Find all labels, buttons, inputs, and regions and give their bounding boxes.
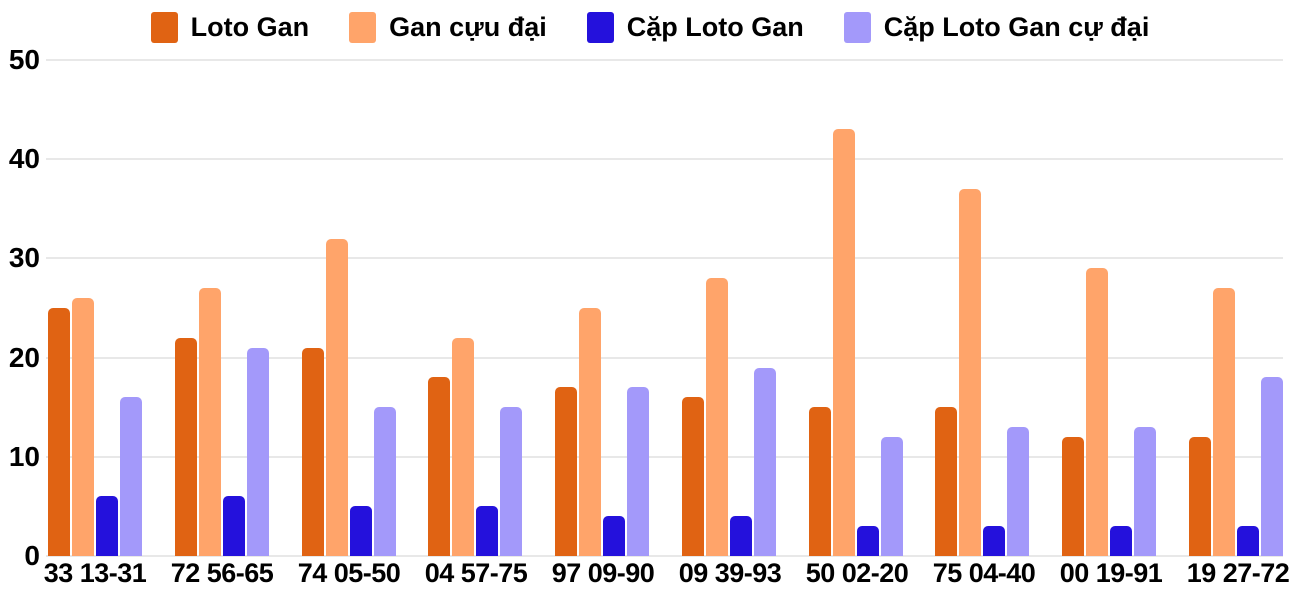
y-tick-label: 50 (8, 44, 40, 75)
bar-series-0-group-8 (1062, 436, 1085, 556)
legend-label: Gan cựu đại (389, 11, 547, 42)
bar-series-2-group-0 (96, 496, 118, 556)
gridline-y-50 (46, 59, 1283, 61)
bar-series-2-group-6 (856, 526, 879, 556)
legend-item-series-0[interactable]: Loto Gan (150, 11, 310, 43)
bar-group-5 (681, 60, 776, 556)
y-tick-label: 30 (8, 242, 40, 274)
bar-series-1-group-8 (1086, 268, 1109, 556)
gridline-y-0 (46, 555, 1283, 557)
bar-series-2-group-4 (603, 516, 626, 556)
gridline-y-10 (46, 455, 1283, 458)
bar-group-2 (301, 60, 396, 556)
legend-label: Cặp Loto Gan (626, 11, 804, 42)
bar-series-0-group-9 (1188, 436, 1211, 556)
bar-series-2-group-5 (729, 516, 752, 556)
y-tick-label: 20 (8, 341, 40, 373)
bar-series-3-group-2 (373, 407, 396, 556)
bar-series-0-group-5 (681, 397, 704, 556)
x-category-label: 19 27-72 (1186, 558, 1290, 588)
legend-swatch-icon (150, 11, 178, 43)
y-tick-label: 40 (8, 143, 40, 175)
x-category-label: 72 56-65 (170, 558, 274, 588)
bar-series-1-group-3 (452, 337, 475, 556)
y-tick-label: 10 (8, 440, 40, 472)
bar-series-2-group-7 (983, 526, 1006, 556)
y-axis: 0 10 20 30 40 50 (0, 0, 40, 600)
gridline-y-20 (46, 356, 1283, 359)
bar-series-3-group-3 (500, 407, 523, 556)
bar-series-3-group-4 (627, 387, 650, 556)
bar-series-0-group-6 (808, 407, 831, 556)
bar-series-2-group-8 (1110, 526, 1133, 556)
x-category-label: 33 13-31 (43, 558, 147, 588)
bar-series-1-group-4 (579, 308, 602, 556)
bar-series-2-group-2 (349, 506, 372, 556)
bar-series-1-group-2 (325, 238, 348, 556)
bar-series-3-group-7 (1007, 427, 1030, 556)
bar-series-0-group-3 (428, 377, 451, 556)
bar-group-1 (174, 60, 269, 556)
bar-series-3-group-9 (1260, 377, 1283, 556)
legend-item-series-3[interactable]: Cặp Loto Gan cự đại (843, 11, 1150, 43)
gridline-y-30 (46, 257, 1283, 260)
bar-series-1-group-6 (832, 129, 855, 556)
x-category-label: 75 04-40 (932, 558, 1036, 588)
bar-series-3-group-5 (753, 367, 776, 556)
bar-series-3-group-8 (1134, 427, 1157, 556)
bar-series-0-group-7 (935, 407, 958, 556)
bar-series-0-group-4 (555, 387, 578, 556)
legend-swatch-icon (349, 11, 377, 43)
legend-swatch-icon (586, 11, 614, 43)
plot-area (46, 59, 1283, 557)
legend-swatch-icon (843, 11, 871, 43)
bar-series-1-group-9 (1212, 288, 1235, 556)
legend-item-series-2[interactable]: Cặp Loto Gan (586, 11, 804, 43)
bar-series-1-group-5 (705, 278, 728, 556)
legend-label: Cặp Loto Gan cự đại (883, 11, 1150, 42)
bar-group-6 (808, 60, 903, 556)
bar-group-3 (428, 60, 523, 556)
bar-group-7 (935, 60, 1030, 556)
bar-series-3-group-0 (120, 397, 142, 556)
bar-series-1-group-0 (72, 298, 94, 556)
bar-group-4 (555, 60, 650, 556)
bar-series-0-group-1 (174, 337, 197, 556)
x-category-label: 97 09-90 (551, 558, 655, 588)
bar-series-1-group-7 (959, 188, 982, 556)
bar-group-0 (48, 60, 142, 556)
bar-series-2-group-1 (222, 496, 245, 556)
x-category-label: 09 39-93 (678, 558, 782, 588)
x-category-label: 74 05-50 (297, 558, 401, 588)
chart-legend: Loto Gan Gan cựu đại Cặp Loto Gan Cặp Loto … (0, 4, 1300, 50)
x-category-label: 04 57-75 (424, 558, 528, 588)
gridline-y-40 (46, 158, 1283, 161)
x-category-label: 50 02-20 (805, 558, 909, 588)
bar-series-1-group-1 (198, 288, 221, 556)
y-tick-label: 0 (24, 540, 40, 571)
legend-label: Loto Gan (190, 11, 310, 42)
bar-series-0-group-2 (301, 347, 324, 556)
x-axis: 33 13-31 72 56-65 74 05-50 04 57-75 97 09-90… (43, 558, 1290, 589)
bar-group-9 (1188, 60, 1283, 556)
bar-series-3-group-1 (246, 347, 269, 556)
bar-series-3-group-6 (880, 436, 903, 556)
legend-item-series-1[interactable]: Gan cựu đại (349, 11, 547, 43)
bar-group-8 (1062, 60, 1157, 556)
bar-series-2-group-9 (1236, 526, 1259, 556)
x-category-label: 00 19-91 (1059, 558, 1163, 588)
bars-row (46, 60, 1283, 556)
bar-series-0-group-0 (48, 308, 70, 556)
bar-series-2-group-3 (476, 506, 499, 556)
